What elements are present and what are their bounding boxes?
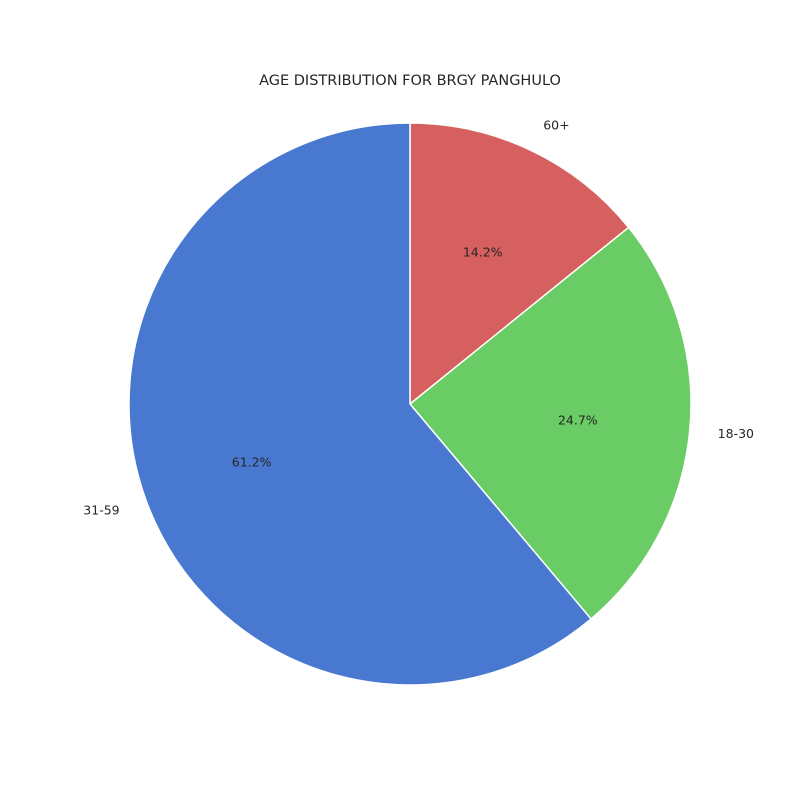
pie-slice-18-30	[409, 226, 692, 620]
pie-slices	[128, 122, 692, 686]
chart-title: AGE DISTRIBUTION FOR BRGY PANGHULO	[259, 73, 561, 89]
pie-slice-31-59	[128, 122, 592, 686]
pie-labels: 14.2% 60+ 24.7% 18-30 61.2% 31-59	[83, 118, 754, 518]
slice-value-label: 24.7%	[558, 413, 598, 428]
slice-category-label: 31-59	[83, 502, 119, 517]
slice-category-label: 60+	[543, 118, 569, 133]
slice-category-label: 18-30	[718, 426, 754, 441]
slice-value-label: 61.2%	[232, 454, 272, 469]
pie-slice-60+	[409, 122, 630, 405]
slice-value-label: 14.2%	[463, 244, 503, 259]
